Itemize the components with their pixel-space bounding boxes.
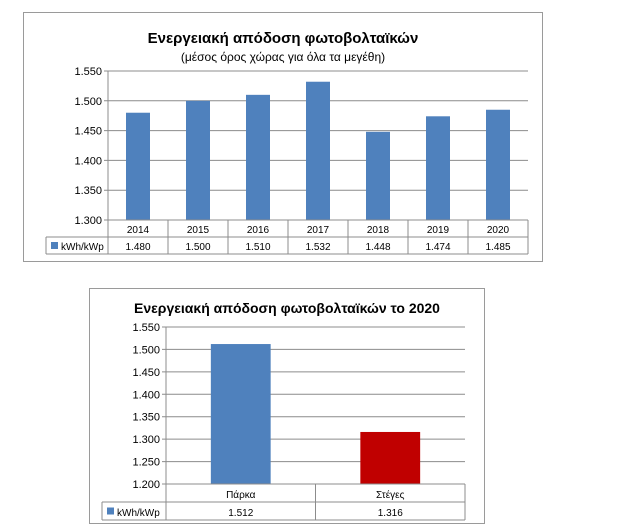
legend-swatch bbox=[51, 242, 58, 249]
bar bbox=[360, 431, 421, 484]
data-label: 1.532 bbox=[305, 242, 330, 253]
y-tick-label: 1.300 bbox=[74, 215, 102, 227]
category-label: 2014 bbox=[127, 225, 150, 236]
bar bbox=[306, 81, 330, 220]
category-label: 2016 bbox=[247, 225, 270, 236]
bar bbox=[246, 94, 270, 220]
bar bbox=[426, 116, 450, 220]
yearly-yield-chart: Ενεργειακή απόδοση φωτοβολταϊκών (μέσος … bbox=[45, 30, 529, 255]
data-label: 1.474 bbox=[425, 242, 450, 253]
y-tick-label: 1.350 bbox=[74, 185, 102, 197]
data-label: 1.500 bbox=[185, 242, 210, 253]
bar bbox=[126, 112, 150, 220]
y-tick-label: 1.250 bbox=[132, 457, 160, 469]
chart-panel-2020: Ενεργειακή απόδοση φωτοβολταϊκών το 2020… bbox=[89, 288, 485, 524]
y-tick-label: 1.200 bbox=[132, 479, 160, 491]
category-label: 2015 bbox=[187, 225, 210, 236]
data-label: 1.448 bbox=[365, 242, 390, 253]
category-label: 2017 bbox=[307, 225, 330, 236]
y-tick-label: 1.550 bbox=[74, 66, 102, 78]
category-label: 2020 bbox=[487, 225, 510, 236]
category-label: 2018 bbox=[367, 225, 390, 236]
category-label: Στέγες bbox=[376, 489, 405, 501]
data-label: 1.485 bbox=[485, 242, 510, 253]
legend-label: kWh/kWp bbox=[61, 242, 104, 253]
data-label: 1.510 bbox=[245, 242, 270, 253]
bar bbox=[486, 109, 510, 220]
chart-subtitle: (μέσος όρος χώρας για όλα τα μεγέθη) bbox=[181, 50, 385, 64]
chart-title: Ενεργειακή απόδοση φωτοβολταϊκών bbox=[148, 30, 419, 47]
data-label: 1.512 bbox=[228, 508, 253, 519]
yield-2020-chart: Ενεργειακή απόδοση φωτοβολταϊκών το 2020… bbox=[101, 300, 466, 521]
y-tick-label: 1.450 bbox=[74, 126, 102, 138]
chart-title: Ενεργειακή απόδοση φωτοβολταϊκών το 2020 bbox=[134, 300, 440, 316]
y-tick-label: 1.550 bbox=[132, 322, 160, 334]
legend-label: kWh/kWp bbox=[117, 508, 160, 519]
y-tick-label: 1.350 bbox=[132, 412, 160, 424]
category-label: Πάρκα bbox=[226, 489, 256, 501]
category-label: 2019 bbox=[427, 225, 450, 236]
bar bbox=[366, 131, 390, 220]
data-label: 1.316 bbox=[378, 508, 403, 519]
legend-swatch bbox=[107, 507, 114, 515]
data-label: 1.480 bbox=[125, 242, 150, 253]
bar bbox=[210, 344, 271, 484]
y-tick-label: 1.500 bbox=[132, 344, 160, 356]
chart-panel-yearly: Ενεργειακή απόδοση φωτοβολταϊκών (μέσος … bbox=[23, 12, 543, 262]
y-tick-label: 1.500 bbox=[74, 96, 102, 108]
bar bbox=[186, 100, 210, 220]
y-tick-label: 1.400 bbox=[132, 389, 160, 401]
y-tick-label: 1.450 bbox=[132, 367, 160, 379]
y-tick-label: 1.400 bbox=[74, 155, 102, 167]
y-tick-label: 1.300 bbox=[132, 434, 160, 446]
